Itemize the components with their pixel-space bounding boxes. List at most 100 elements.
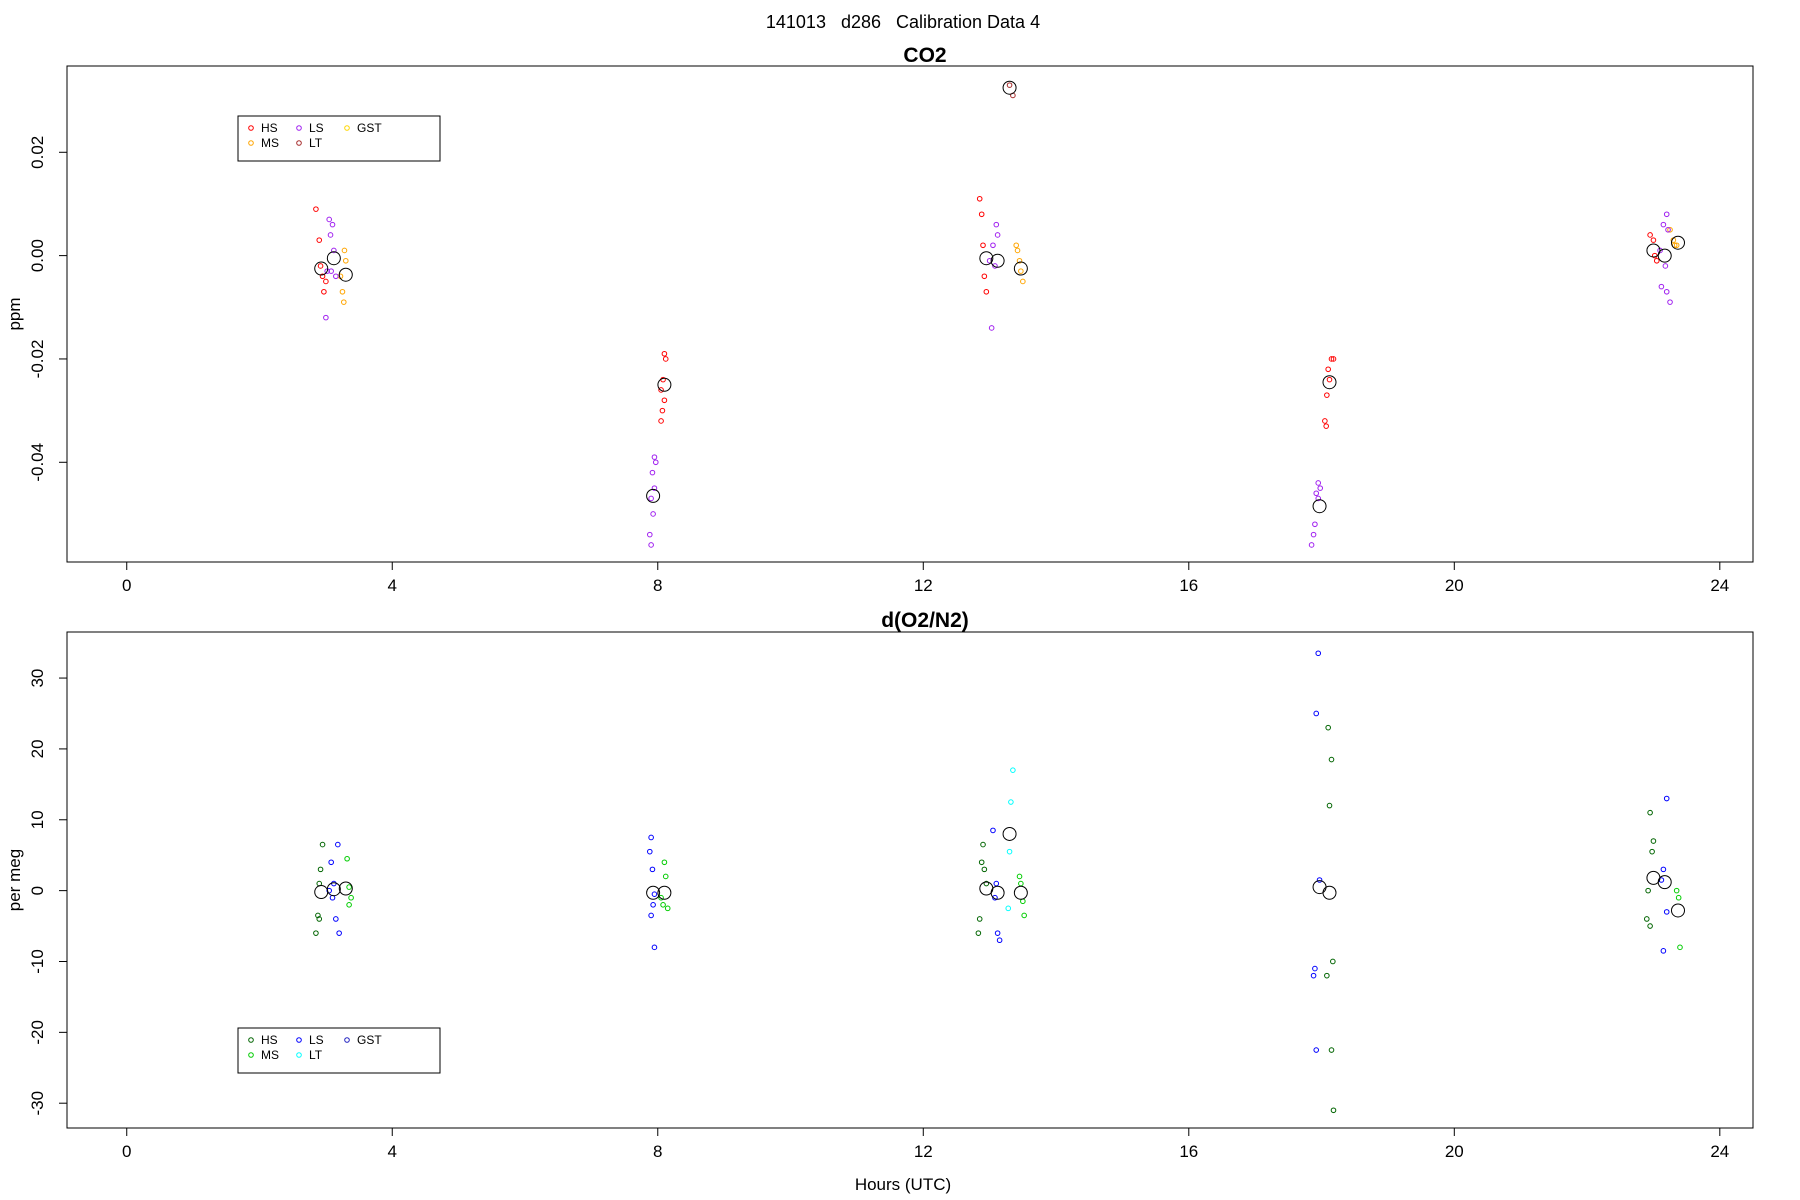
co2-point-ls bbox=[329, 221, 336, 228]
o2n2-point-ms bbox=[346, 902, 352, 908]
co2-legend-label: LS bbox=[309, 121, 324, 135]
o2n2-point-hs bbox=[313, 930, 319, 936]
co2-point-ms bbox=[1016, 257, 1023, 264]
co2-x-tick-label: 16 bbox=[1179, 576, 1198, 595]
co2-y-tick-label: 0.00 bbox=[28, 239, 47, 272]
o2n2-point-ls bbox=[1313, 1047, 1320, 1053]
co2-point-ls bbox=[1657, 247, 1663, 254]
co2-point-ms bbox=[342, 257, 349, 264]
o2n2-point-ms bbox=[1675, 894, 1682, 901]
co2-mean-marker bbox=[657, 377, 672, 392]
co2-point-ls bbox=[652, 459, 659, 466]
o2n2-point-lt bbox=[1010, 767, 1016, 773]
o2n2-point-ls bbox=[1316, 877, 1323, 883]
co2-mean-marker bbox=[1013, 261, 1028, 276]
co2-x-tick-label: 0 bbox=[122, 576, 131, 595]
co2-point-ls bbox=[1658, 283, 1665, 290]
o2n2-mean-marker bbox=[1013, 885, 1028, 900]
o2n2-y-tick-label: 10 bbox=[28, 810, 47, 829]
o2n2-point-hs bbox=[1645, 887, 1651, 894]
o2n2-point-ms bbox=[658, 894, 664, 901]
o2n2-point-ls bbox=[331, 880, 337, 887]
co2-legend-marker bbox=[248, 125, 254, 131]
co2-point-ls bbox=[1308, 542, 1315, 548]
co2-point-ls bbox=[1310, 531, 1317, 538]
co2-point-hs bbox=[1322, 418, 1328, 424]
o2n2-legend-label: MS bbox=[261, 1048, 279, 1062]
co2-point-hs bbox=[1653, 257, 1660, 264]
co2-point-ls bbox=[651, 485, 658, 491]
o2n2-point-lt bbox=[1008, 799, 1014, 805]
o2n2-mean-marker bbox=[990, 885, 1005, 900]
co2-point-ls bbox=[1662, 263, 1669, 269]
o2n2-point-hs bbox=[317, 866, 324, 873]
co2-point-hs bbox=[319, 273, 326, 280]
co2-point-ls bbox=[333, 273, 339, 280]
o2n2-point-ls bbox=[333, 916, 339, 922]
o2n2-y-tick-label: 30 bbox=[28, 669, 47, 688]
co2-point-hs bbox=[321, 288, 327, 295]
co2-point-hs bbox=[1324, 392, 1330, 398]
o2n2-y-tick-label: -20 bbox=[28, 1020, 47, 1045]
co2-point-ls bbox=[1663, 288, 1670, 295]
co2-legend-label: LT bbox=[309, 136, 323, 150]
co2-point-ms bbox=[339, 288, 346, 295]
co2-point-hs bbox=[1323, 423, 1329, 429]
o2n2-points bbox=[313, 650, 1685, 1114]
co2-point-hs bbox=[1650, 237, 1657, 243]
o2n2-point-ms bbox=[1677, 944, 1683, 951]
co2-point-hs bbox=[317, 263, 324, 269]
co2-legend-marker bbox=[296, 125, 302, 131]
co2-y-tick-label: -0.04 bbox=[28, 443, 47, 482]
o2n2-point-hs bbox=[1330, 1107, 1337, 1114]
o2n2-point-ms bbox=[346, 884, 352, 890]
o2n2-point-ms bbox=[1018, 880, 1024, 887]
co2-point-ls bbox=[651, 454, 658, 460]
co2-mean-marker bbox=[1312, 499, 1327, 514]
o2n2-legend-marker bbox=[296, 1037, 302, 1043]
co2-point-hs bbox=[1325, 366, 1331, 373]
co2-mean-marker bbox=[990, 253, 1005, 268]
co2-point-ls bbox=[1665, 226, 1671, 233]
co2-point-ls bbox=[994, 232, 1001, 238]
co2-legend-label: GST bbox=[357, 121, 382, 135]
o2n2-legend-label: GST bbox=[357, 1033, 382, 1047]
o2n2-point-ms bbox=[661, 859, 668, 866]
o2n2-point-ls bbox=[992, 894, 998, 901]
co2-x-tick-label: 4 bbox=[388, 576, 397, 595]
co2-panel-title: CO2 bbox=[903, 44, 946, 67]
o2n2-point-ls bbox=[996, 937, 1003, 944]
o2n2-point-ls bbox=[650, 902, 656, 908]
co2-point-hs bbox=[658, 418, 664, 424]
o2n2-x-tick-label: 8 bbox=[653, 1142, 662, 1161]
co2-legend-marker bbox=[296, 140, 302, 146]
o2n2-point-ms bbox=[348, 894, 354, 901]
co2-point-hs bbox=[1330, 356, 1337, 362]
co2-mean-marker bbox=[1657, 248, 1672, 263]
o2n2-point-ms bbox=[1673, 887, 1680, 894]
o2n2-mean-marker bbox=[326, 882, 341, 897]
o2n2-point-hs bbox=[1647, 923, 1653, 929]
o2n2-legend-marker bbox=[344, 1037, 350, 1043]
co2-mean-marker bbox=[1002, 80, 1017, 95]
o2n2-x-tick-label: 0 bbox=[122, 1142, 131, 1161]
o2n2-mean-marker bbox=[1657, 875, 1672, 890]
o2n2-point-hs bbox=[981, 866, 988, 873]
o2n2-mean-marker bbox=[338, 881, 353, 896]
co2-legend-box bbox=[237, 115, 441, 162]
o2n2-point-ls bbox=[1663, 909, 1670, 915]
o2n2-point-ls bbox=[993, 880, 1000, 887]
co2-mean-marker bbox=[338, 267, 353, 282]
o2n2-y-tick-label: -30 bbox=[28, 1091, 47, 1116]
co2-point-hs bbox=[976, 195, 983, 202]
o2n2-x-tick-label: 16 bbox=[1179, 1142, 1198, 1161]
o2n2-point-ls bbox=[1663, 795, 1670, 802]
co2-point-ls bbox=[1315, 480, 1322, 486]
o2n2-point-ls bbox=[336, 930, 342, 936]
co2-x-tick-label: 12 bbox=[914, 576, 933, 595]
o2n2-point-hs bbox=[1328, 1047, 1335, 1053]
o2n2-point-hs bbox=[315, 912, 321, 919]
co2-panel: CO2 ppm 0 4 8 12 16 20 24 -0.04 -0.02 0.00 0.02 HS… bbox=[5, 44, 1754, 595]
co2-y-axis-label: ppm bbox=[5, 297, 24, 330]
